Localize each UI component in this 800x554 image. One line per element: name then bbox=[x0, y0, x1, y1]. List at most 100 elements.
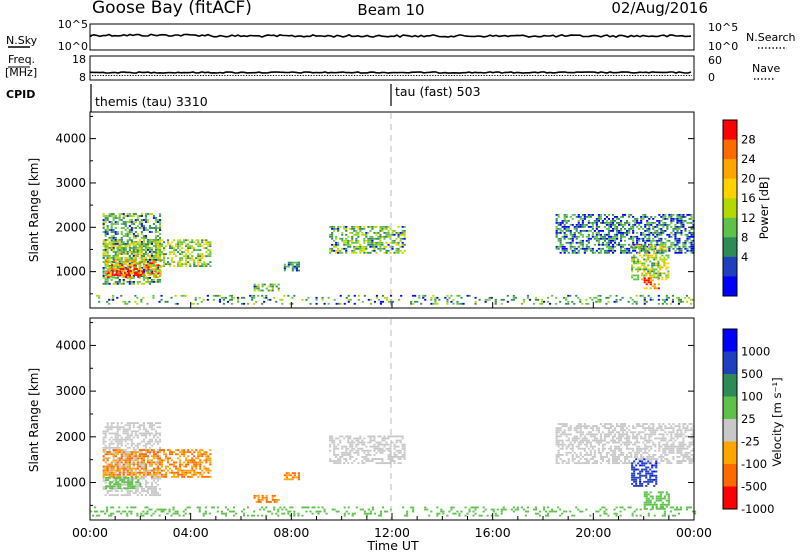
range-cell bbox=[167, 241, 170, 244]
range-cell bbox=[361, 228, 364, 230]
range-cell bbox=[271, 283, 274, 286]
range-cell bbox=[104, 221, 107, 223]
range-cell bbox=[222, 298, 226, 301]
range-cell bbox=[113, 264, 116, 267]
range-cell bbox=[102, 471, 105, 474]
range-cell bbox=[114, 282, 117, 285]
range-cell bbox=[569, 429, 572, 432]
range-cell bbox=[120, 488, 123, 490]
range-cell bbox=[207, 255, 210, 257]
range-cell bbox=[656, 241, 659, 244]
range-cell bbox=[684, 230, 687, 232]
range-cell bbox=[363, 294, 366, 297]
range-cell bbox=[668, 449, 671, 452]
range-cell bbox=[559, 237, 562, 240]
range-cell bbox=[605, 251, 609, 254]
range-cell bbox=[612, 251, 615, 254]
range-cell bbox=[341, 251, 344, 254]
range-cell bbox=[589, 451, 592, 454]
range-cell bbox=[622, 232, 625, 234]
range-cell bbox=[114, 241, 117, 244]
range-cell bbox=[159, 223, 162, 225]
range-cell bbox=[140, 449, 143, 452]
range-cell bbox=[649, 279, 652, 282]
range-cell bbox=[114, 486, 117, 488]
range-cell bbox=[120, 261, 123, 263]
range-cell bbox=[636, 425, 639, 428]
range-cell bbox=[144, 281, 148, 283]
range-cell bbox=[648, 228, 651, 230]
range-cell bbox=[173, 461, 176, 464]
range-cell bbox=[630, 451, 633, 454]
range-cell bbox=[108, 302, 111, 305]
range-cell bbox=[603, 226, 607, 228]
range-cell bbox=[169, 451, 172, 454]
range-cell bbox=[652, 228, 655, 230]
range-cell bbox=[195, 473, 198, 476]
range-cell bbox=[603, 427, 607, 430]
range-cell bbox=[363, 437, 366, 440]
range-cell bbox=[565, 247, 568, 250]
range-cell bbox=[651, 256, 654, 259]
range-cell bbox=[593, 235, 596, 238]
range-cell bbox=[126, 221, 129, 223]
range-cell bbox=[640, 454, 643, 456]
range-cell bbox=[203, 261, 206, 263]
range-cell bbox=[632, 449, 635, 452]
range-cell bbox=[142, 239, 146, 242]
range-cell bbox=[612, 247, 615, 250]
range-cell bbox=[651, 248, 654, 251]
range-cell bbox=[159, 471, 162, 474]
range-cell bbox=[616, 456, 619, 458]
range-cell bbox=[152, 469, 156, 472]
range-cell bbox=[563, 247, 566, 250]
range-cell bbox=[157, 264, 160, 267]
range-cell bbox=[653, 285, 656, 288]
range-cell bbox=[146, 253, 150, 255]
range-cell bbox=[195, 265, 198, 267]
range-cell bbox=[255, 494, 258, 497]
range-cell bbox=[107, 485, 110, 488]
range-cell bbox=[651, 264, 654, 267]
range-cell bbox=[650, 232, 653, 234]
range-cell bbox=[118, 282, 121, 285]
range-cell bbox=[154, 221, 158, 223]
range-cell bbox=[399, 245, 402, 248]
range-cell bbox=[132, 257, 135, 259]
range-cell bbox=[156, 451, 160, 454]
range-cell bbox=[285, 265, 288, 268]
range-cell bbox=[573, 245, 576, 248]
range-cell bbox=[612, 431, 615, 434]
range-cell bbox=[559, 228, 562, 230]
range-cell bbox=[373, 247, 376, 250]
range-cell bbox=[131, 272, 134, 274]
range-cell bbox=[150, 444, 154, 447]
range-cell bbox=[120, 467, 123, 470]
range-cell bbox=[651, 268, 654, 271]
range-cell bbox=[555, 228, 558, 230]
range-cell bbox=[102, 455, 105, 458]
range-cell bbox=[197, 451, 200, 454]
range-cell bbox=[159, 237, 162, 239]
range-cell bbox=[130, 469, 133, 472]
range-cell bbox=[680, 214, 683, 216]
range-cell bbox=[144, 235, 148, 237]
range-cell bbox=[140, 451, 143, 453]
range-cell bbox=[134, 463, 137, 466]
range-cell bbox=[108, 432, 111, 435]
range-cell bbox=[160, 298, 163, 301]
range-cell bbox=[656, 249, 659, 252]
range-cell bbox=[150, 426, 154, 429]
range-cell bbox=[187, 239, 190, 242]
colorbar-swatch bbox=[723, 178, 737, 199]
range-cell bbox=[353, 249, 356, 252]
range-cell bbox=[102, 271, 105, 273]
range-cell bbox=[650, 460, 653, 462]
range-cell bbox=[639, 294, 642, 297]
range-cell bbox=[371, 243, 374, 246]
range-cell bbox=[571, 237, 574, 240]
range-cell bbox=[609, 220, 613, 222]
range-cell bbox=[127, 485, 130, 488]
range-cell bbox=[203, 475, 206, 478]
range-cell bbox=[120, 438, 123, 441]
